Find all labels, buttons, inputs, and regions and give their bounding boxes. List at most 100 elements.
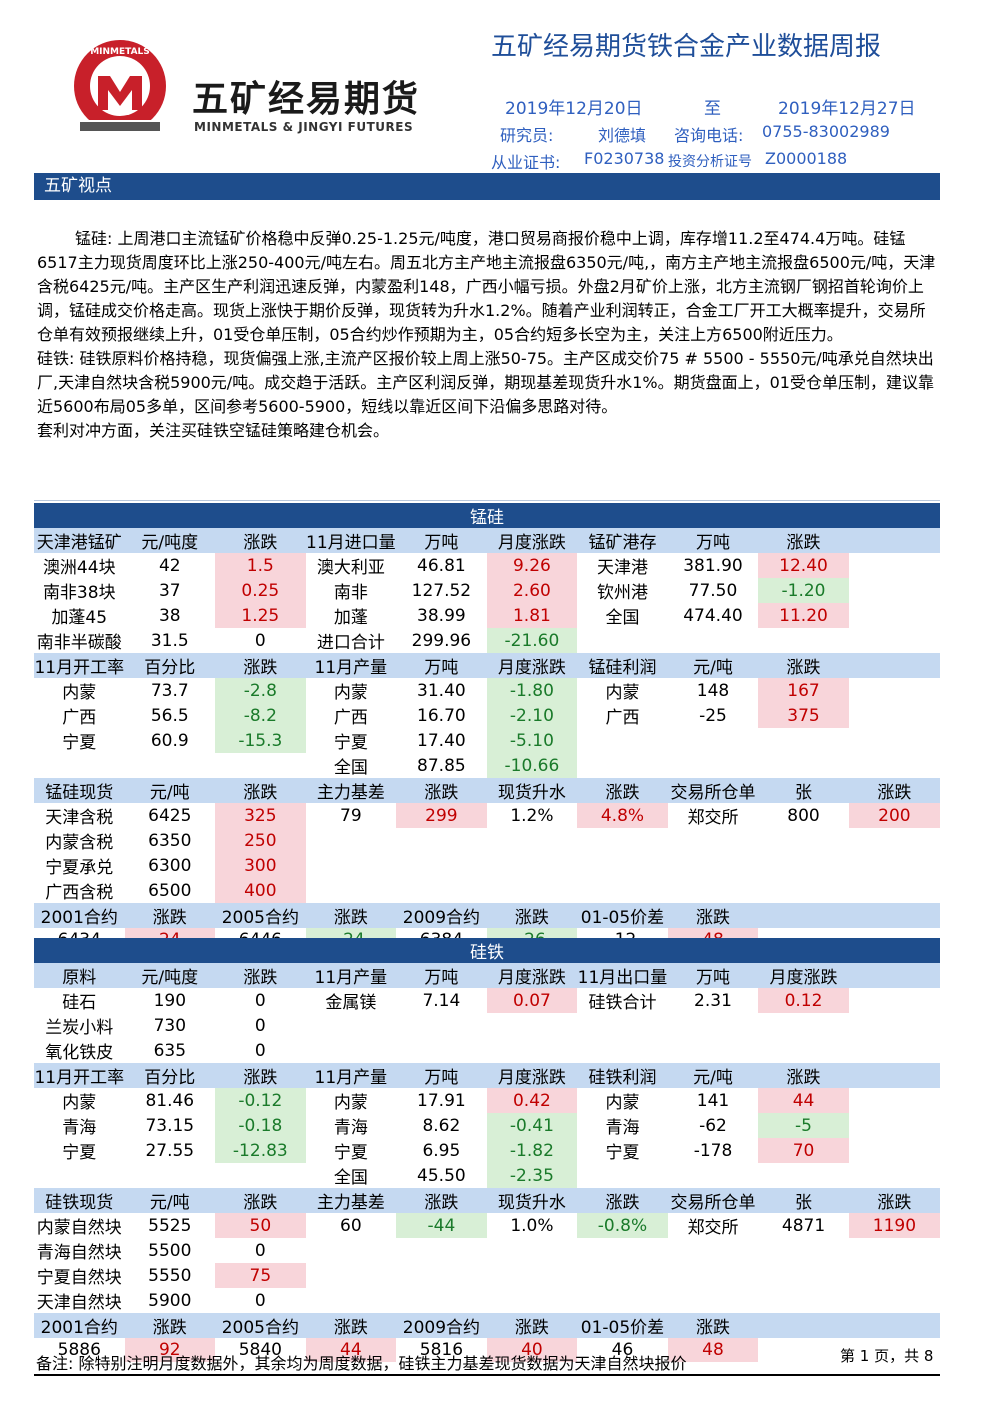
- table-cell: 12.40: [758, 553, 849, 578]
- column-header: 万吨: [667, 963, 759, 988]
- table-cell: [849, 853, 940, 878]
- table-cell: [849, 578, 940, 603]
- table-cell: [849, 1288, 940, 1313]
- table-cell: 6300: [148, 855, 192, 876]
- table-subheader-row: 锰硅现货 元/吨 涨跌 主力基差 涨跌 现货升水 涨跌 交易所仓单张涨跌: [34, 778, 940, 803]
- table-cell: 宁夏自然块: [36, 1268, 122, 1288]
- table-cell: [487, 828, 578, 853]
- column-header: 2009合约: [396, 903, 487, 928]
- table-row: 宁夏 27.55 -12.83 宁夏 6.95 -1.82 宁夏 -178 70: [34, 1138, 940, 1163]
- table-cell: [306, 1238, 397, 1263]
- table-cell: 46: [611, 1340, 634, 1360]
- table-row: 兰炭小料 730 0: [34, 1013, 940, 1039]
- table-cell: 87.85: [417, 755, 466, 776]
- column-header: [848, 528, 940, 553]
- table-row: 内蒙 73.7 -2.8 内蒙 31.40 -1.80 内蒙 148 167: [34, 678, 940, 703]
- column-header: 月度涨跌: [486, 963, 578, 988]
- table-cell: -0.41: [486, 1113, 578, 1138]
- bottom-rule: [34, 1374, 940, 1376]
- table-cell: [487, 1038, 578, 1063]
- table-cell: -178: [693, 1140, 733, 1161]
- column-header: 涨跌: [396, 1188, 487, 1213]
- table-cell: -2.35: [486, 1163, 578, 1188]
- column-header: 月度涨跌: [486, 528, 578, 553]
- column-header: 涨跌: [215, 528, 306, 553]
- table-cell: 宁夏: [62, 1143, 97, 1163]
- column-header: 元/吨: [667, 1063, 759, 1088]
- table-cell: -1.20: [758, 578, 849, 603]
- table-cell: [758, 1013, 849, 1038]
- table-cell: 0.42: [486, 1088, 578, 1113]
- table-cell: -2.10: [486, 703, 578, 728]
- column-header: 11月产量: [305, 1063, 397, 1088]
- table-cell: [849, 1263, 940, 1288]
- view-body: 锰硅: 上周港口主流锰矿价格稳中反弹0.25-1.25元/吨度，港口贸易商报价稳…: [37, 227, 937, 443]
- table-cell: [758, 1038, 849, 1063]
- table-cell: [396, 1263, 487, 1288]
- column-header: 涨跌: [124, 903, 216, 928]
- table-cell: 1.5: [215, 553, 306, 578]
- column-header: [758, 1313, 849, 1338]
- table-cell: 45.50: [417, 1165, 466, 1186]
- table-cell: 硅石: [62, 993, 97, 1013]
- column-header: 11月开工率: [34, 1063, 125, 1088]
- table-cell: 0: [254, 630, 266, 651]
- table-cell: [668, 1263, 759, 1288]
- table-cell: [396, 828, 487, 853]
- column-header: 万吨: [396, 1063, 487, 1088]
- brand-name-cn: 五矿经易期货: [192, 79, 421, 120]
- fe-block-header: 硅铁: [34, 938, 940, 963]
- table-cell: 70: [758, 1138, 849, 1163]
- table-cell: 16.70: [417, 705, 466, 726]
- table-cell: 2.31: [694, 990, 732, 1011]
- table-cell: -10.66: [486, 753, 578, 778]
- table-cell: -8.2: [215, 703, 306, 728]
- table-cell: 5816: [419, 1340, 464, 1360]
- table-cell: 0.12: [758, 988, 849, 1013]
- column-header: 现货升水: [486, 1188, 578, 1213]
- table-cell: [849, 678, 940, 703]
- table-cell: 1.0%: [510, 1215, 554, 1236]
- table-row: 南非38块 37 0.25 南非 127.52 2.60 钦州港 77.50 -1.20: [34, 578, 940, 603]
- column-header: 主力基差: [305, 778, 397, 803]
- table-cell: 天津港: [596, 558, 648, 578]
- column-header: 涨跌: [667, 1313, 759, 1338]
- table-cell: 400: [215, 878, 306, 903]
- column-header: [848, 1313, 940, 1338]
- table-row: 全国 45.50 -2.35: [34, 1163, 940, 1188]
- date-from: 2019年12月20日: [505, 99, 643, 119]
- table-cell: -1.80: [486, 678, 578, 703]
- view-paragraph-fe: 硅铁: 硅铁原料价格持稳，现货偏强上涨,主流产区报价较上周上涨50-75。主产区…: [37, 349, 934, 416]
- table-cell: -0.8%: [577, 1213, 668, 1238]
- table-cell: [668, 628, 759, 653]
- table-cell: 79: [340, 805, 362, 826]
- table-cell: 宁夏: [605, 1143, 640, 1163]
- column-header: 主力基差: [305, 1188, 397, 1213]
- table-cell: [668, 828, 759, 853]
- view-paragraph-mn: 锰硅: 上周港口主流锰矿价格稳中反弹0.25-1.25元/吨度，港口贸易商报价稳…: [37, 229, 936, 344]
- column-header: 涨跌: [305, 1313, 397, 1338]
- table-cell: -0.12: [215, 1088, 306, 1113]
- table-cell: [849, 1138, 940, 1163]
- table-cell: [306, 828, 397, 853]
- logo-text: MINMETALS: [90, 47, 150, 57]
- table-cell: [306, 853, 397, 878]
- table-cell: [577, 628, 668, 653]
- column-header: 01-05价差: [577, 903, 668, 928]
- table-cell: 300: [215, 853, 306, 878]
- table-subheader-row: 11月开工率 百分比 涨跌 11月产量 万吨 月度涨跌 硅铁利润 元/吨 涨跌: [34, 1063, 940, 1088]
- table-cell: 0: [254, 1040, 266, 1061]
- table-cell: [758, 1238, 849, 1263]
- date-to: 2019年12月27日: [778, 99, 916, 119]
- column-header: 涨跌: [667, 903, 759, 928]
- table-cell: [668, 1163, 759, 1188]
- column-header: 元/吨: [124, 1188, 216, 1213]
- table-cell: 17.40: [417, 730, 466, 751]
- table-cell: 77.50: [688, 580, 738, 601]
- table-cell: 1190: [848, 1213, 940, 1238]
- table-cell: 190: [153, 990, 187, 1011]
- table-cell: [758, 1288, 849, 1313]
- table-cell: [849, 753, 940, 778]
- table-cell: [34, 753, 125, 778]
- table-cell: 73.15: [145, 1115, 195, 1136]
